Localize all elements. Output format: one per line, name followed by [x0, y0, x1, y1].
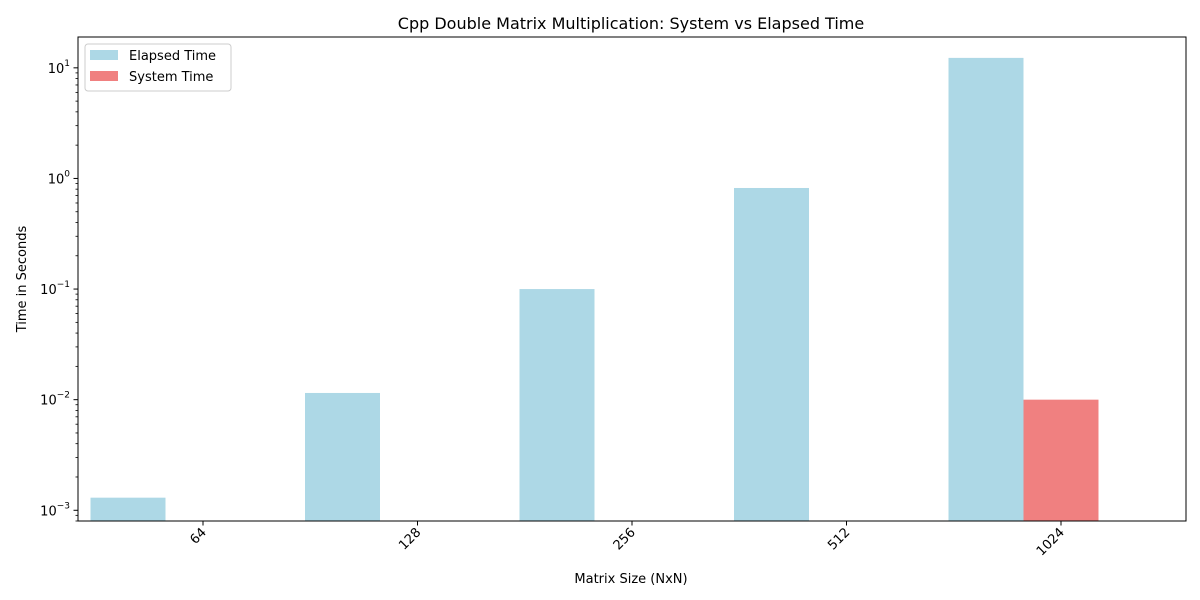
y-tick-label: 10−2 [40, 391, 70, 409]
x-axis-label: Matrix Size (NxN) [574, 572, 687, 587]
x-tick-label-128: 128 [396, 525, 424, 553]
y-tick-label: 101 [48, 59, 70, 77]
chart-title: Cpp Double Matrix Multiplication: System… [398, 14, 864, 33]
bar-elapsed-time-1024 [948, 57, 1024, 522]
y-tick-label: 10−1 [40, 280, 70, 298]
x-tick-label-64: 64 [188, 525, 210, 547]
legend-box [84, 43, 232, 92]
legend: Elapsed Time System Time [84, 43, 232, 92]
x-axis-ticks: 64 128 256 512 1024 [188, 521, 1068, 559]
legend-swatch-elapsed-time [90, 50, 118, 60]
legend-label-system-time: System Time [129, 70, 213, 85]
y-axis-label: Time in Seconds [15, 226, 30, 334]
y-tick-label: 100 [48, 169, 71, 187]
bars [90, 57, 1099, 522]
bar-elapsed-time-64 [90, 497, 166, 521]
legend-label-elapsed-time: Elapsed Time [129, 49, 216, 64]
x-tick-label-256: 256 [611, 525, 639, 553]
y-tick-label: 10−3 [40, 501, 70, 519]
x-tick-label-1024: 1024 [1034, 525, 1068, 559]
bar-elapsed-time-512 [734, 187, 809, 521]
legend-swatch-system-time [90, 71, 118, 81]
bar-elapsed-time-128 [305, 392, 380, 521]
x-tick-label-512: 512 [825, 525, 853, 553]
y-axis-ticks: 10−3 10−2 10−1 100 101 [40, 59, 78, 522]
bar-system-time-1024 [1023, 399, 1099, 521]
plot-frame [77, 36, 1187, 522]
bar-elapsed-time-256 [519, 289, 595, 521]
